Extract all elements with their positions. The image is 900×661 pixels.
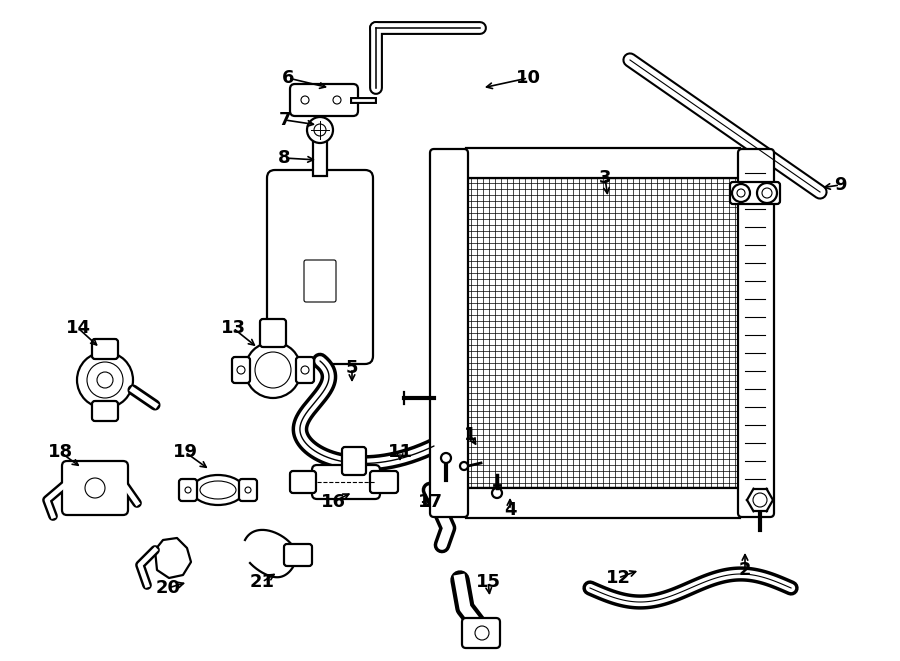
Circle shape [762,188,772,198]
Text: 15: 15 [475,573,500,591]
Polygon shape [466,148,740,178]
Circle shape [732,184,750,202]
FancyBboxPatch shape [92,401,118,421]
Circle shape [77,352,133,408]
Text: 4: 4 [504,501,517,519]
FancyBboxPatch shape [267,170,373,364]
Circle shape [475,626,489,640]
Text: 10: 10 [516,69,541,87]
FancyBboxPatch shape [370,471,398,493]
FancyBboxPatch shape [462,618,500,648]
FancyBboxPatch shape [62,461,128,515]
Circle shape [757,183,777,203]
Text: 9: 9 [833,176,846,194]
Circle shape [245,487,251,493]
Text: 13: 13 [220,319,246,337]
Ellipse shape [200,481,236,499]
FancyBboxPatch shape [342,447,366,475]
Text: 1: 1 [464,426,476,444]
Text: 17: 17 [418,493,443,511]
Circle shape [314,124,326,136]
Circle shape [492,488,502,498]
Text: 14: 14 [66,319,91,337]
FancyBboxPatch shape [738,149,774,517]
Circle shape [460,462,468,470]
Text: 18: 18 [48,443,73,461]
FancyBboxPatch shape [232,357,250,383]
FancyBboxPatch shape [290,84,358,116]
Text: 19: 19 [173,443,197,461]
Circle shape [237,366,245,374]
Text: 21: 21 [249,573,274,591]
FancyBboxPatch shape [284,544,312,566]
FancyBboxPatch shape [179,479,197,501]
Circle shape [87,362,123,398]
Circle shape [307,117,333,143]
Text: 6: 6 [282,69,294,87]
FancyBboxPatch shape [304,260,336,302]
Circle shape [737,189,745,197]
Circle shape [255,352,291,388]
Text: 8: 8 [278,149,291,167]
FancyBboxPatch shape [290,471,316,493]
Text: 20: 20 [156,579,181,597]
Text: 2: 2 [739,561,752,579]
FancyBboxPatch shape [730,182,780,204]
FancyBboxPatch shape [312,465,380,499]
Circle shape [85,478,105,498]
Text: 5: 5 [346,359,358,377]
Circle shape [753,493,767,507]
Text: 3: 3 [598,169,611,187]
FancyBboxPatch shape [296,357,314,383]
FancyBboxPatch shape [260,319,286,347]
FancyBboxPatch shape [239,479,257,501]
Bar [466,178,740,488]
Text: 7: 7 [279,111,292,129]
Bar [313,138,327,176]
Circle shape [301,366,309,374]
Circle shape [97,372,113,388]
Text: 12: 12 [606,569,631,587]
Circle shape [185,487,191,493]
Polygon shape [466,488,740,518]
Circle shape [245,342,301,398]
Circle shape [301,96,309,104]
Ellipse shape [192,475,244,505]
Text: 16: 16 [320,493,346,511]
FancyBboxPatch shape [92,339,118,359]
Text: 11: 11 [388,443,412,461]
Circle shape [333,96,341,104]
FancyBboxPatch shape [430,149,468,517]
Circle shape [441,453,451,463]
